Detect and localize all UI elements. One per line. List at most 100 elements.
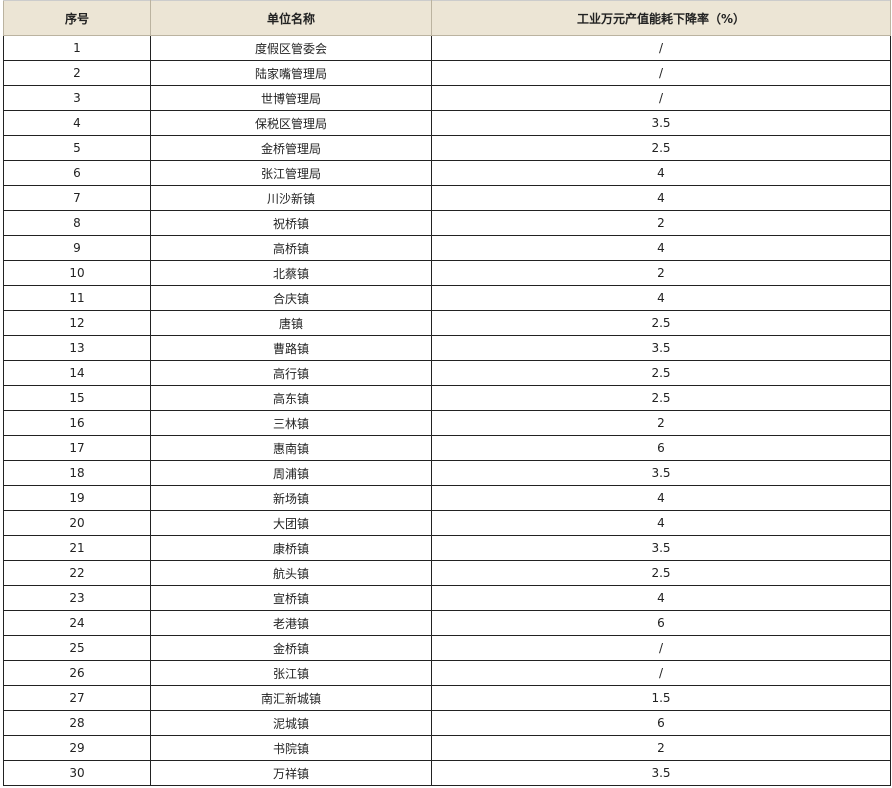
table-row: 30 万祥镇 3.5 xyxy=(3,760,891,786)
cell-reduction-rate: 3.5 xyxy=(431,460,891,486)
cell-unit-name: 宣桥镇 xyxy=(150,585,432,611)
cell-unit-name: 大团镇 xyxy=(150,510,432,536)
cell-reduction-rate: 2.5 xyxy=(431,360,891,386)
table-row: 21 康桥镇 3.5 xyxy=(3,535,891,561)
cell-index: 24 xyxy=(3,610,151,636)
cell-reduction-rate: 2.5 xyxy=(431,560,891,586)
cell-reduction-rate: 4 xyxy=(431,285,891,311)
header-reduction-rate: 工业万元产值能耗下降率（%） xyxy=(431,0,891,36)
cell-index: 13 xyxy=(3,335,151,361)
table-row: 7 川沙新镇 4 xyxy=(3,185,891,211)
cell-reduction-rate: 2.5 xyxy=(431,310,891,336)
cell-unit-name: 康桥镇 xyxy=(150,535,432,561)
cell-reduction-rate: 2 xyxy=(431,410,891,436)
cell-index: 6 xyxy=(3,160,151,186)
table-row: 18 周浦镇 3.5 xyxy=(3,460,891,486)
cell-reduction-rate: 6 xyxy=(431,710,891,736)
cell-index: 17 xyxy=(3,435,151,461)
cell-index: 18 xyxy=(3,460,151,486)
cell-reduction-rate: / xyxy=(431,60,891,86)
table-row: 25 金桥镇 / xyxy=(3,635,891,661)
cell-index: 3 xyxy=(3,85,151,111)
cell-index: 19 xyxy=(3,485,151,511)
cell-reduction-rate: 3.5 xyxy=(431,535,891,561)
cell-index: 8 xyxy=(3,210,151,236)
cell-unit-name: 惠南镇 xyxy=(150,435,432,461)
cell-reduction-rate: 4 xyxy=(431,235,891,261)
cell-index: 12 xyxy=(3,310,151,336)
table-row: 5 金桥管理局 2.5 xyxy=(3,135,891,161)
table-row: 29 书院镇 2 xyxy=(3,735,891,761)
cell-unit-name: 曹路镇 xyxy=(150,335,432,361)
cell-index: 21 xyxy=(3,535,151,561)
cell-index: 11 xyxy=(3,285,151,311)
header-row: 序号 单位名称 工业万元产值能耗下降率（%） xyxy=(3,0,891,36)
table-row: 9 高桥镇 4 xyxy=(3,235,891,261)
table-row: 8 祝桥镇 2 xyxy=(3,210,891,236)
table-row: 11 合庆镇 4 xyxy=(3,285,891,311)
cell-unit-name: 唐镇 xyxy=(150,310,432,336)
cell-index: 20 xyxy=(3,510,151,536)
cell-index: 28 xyxy=(3,710,151,736)
header-unit-name: 单位名称 xyxy=(150,0,432,36)
table-row: 14 高行镇 2.5 xyxy=(3,360,891,386)
cell-reduction-rate: 2.5 xyxy=(431,385,891,411)
cell-unit-name: 陆家嘴管理局 xyxy=(150,60,432,86)
cell-unit-name: 合庆镇 xyxy=(150,285,432,311)
cell-index: 27 xyxy=(3,685,151,711)
cell-index: 15 xyxy=(3,385,151,411)
cell-reduction-rate: 2.5 xyxy=(431,135,891,161)
cell-reduction-rate: 2 xyxy=(431,735,891,761)
cell-unit-name: 新场镇 xyxy=(150,485,432,511)
cell-unit-name: 万祥镇 xyxy=(150,760,432,786)
cell-index: 30 xyxy=(3,760,151,786)
cell-unit-name: 张江镇 xyxy=(150,660,432,686)
table-row: 19 新场镇 4 xyxy=(3,485,891,511)
cell-unit-name: 保税区管理局 xyxy=(150,110,432,136)
table-row: 2 陆家嘴管理局 / xyxy=(3,60,891,86)
cell-index: 5 xyxy=(3,135,151,161)
table-row: 24 老港镇 6 xyxy=(3,610,891,636)
cell-unit-name: 张江管理局 xyxy=(150,160,432,186)
cell-reduction-rate: 2 xyxy=(431,260,891,286)
cell-unit-name: 北蔡镇 xyxy=(150,260,432,286)
table-row: 27 南汇新城镇 1.5 xyxy=(3,685,891,711)
cell-reduction-rate: 3.5 xyxy=(431,760,891,786)
cell-reduction-rate: 4 xyxy=(431,485,891,511)
table-row: 26 张江镇 / xyxy=(3,660,891,686)
table-row: 1 度假区管委会 / xyxy=(3,35,891,61)
table-row: 17 惠南镇 6 xyxy=(3,435,891,461)
cell-index: 14 xyxy=(3,360,151,386)
cell-reduction-rate: 4 xyxy=(431,160,891,186)
cell-unit-name: 高东镇 xyxy=(150,385,432,411)
cell-index: 4 xyxy=(3,110,151,136)
cell-unit-name: 航头镇 xyxy=(150,560,432,586)
cell-unit-name: 川沙新镇 xyxy=(150,185,432,211)
cell-reduction-rate: 3.5 xyxy=(431,110,891,136)
table-row: 6 张江管理局 4 xyxy=(3,160,891,186)
cell-index: 26 xyxy=(3,660,151,686)
cell-reduction-rate: 4 xyxy=(431,510,891,536)
cell-reduction-rate: 2 xyxy=(431,210,891,236)
cell-index: 2 xyxy=(3,60,151,86)
table-row: 3 世博管理局 / xyxy=(3,85,891,111)
cell-unit-name: 金桥镇 xyxy=(150,635,432,661)
cell-unit-name: 老港镇 xyxy=(150,610,432,636)
cell-unit-name: 周浦镇 xyxy=(150,460,432,486)
cell-unit-name: 度假区管委会 xyxy=(150,35,432,61)
table-row: 22 航头镇 2.5 xyxy=(3,560,891,586)
cell-reduction-rate: / xyxy=(431,85,891,111)
cell-index: 29 xyxy=(3,735,151,761)
energy-reduction-table: 序号 单位名称 工业万元产值能耗下降率（%） 1 度假区管委会/2 陆家嘴管理局/3… xyxy=(3,0,891,786)
cell-reduction-rate: / xyxy=(431,635,891,661)
table-row: 16 三林镇 2 xyxy=(3,410,891,436)
table-row: 15 高东镇 2.5 xyxy=(3,385,891,411)
cell-reduction-rate: 4 xyxy=(431,585,891,611)
table-row: 12 唐镇 2.5 xyxy=(3,310,891,336)
cell-unit-name: 泥城镇 xyxy=(150,710,432,736)
cell-unit-name: 三林镇 xyxy=(150,410,432,436)
cell-index: 10 xyxy=(3,260,151,286)
cell-index: 22 xyxy=(3,560,151,586)
table-row: 4 保税区管理局 3.5 xyxy=(3,110,891,136)
cell-unit-name: 南汇新城镇 xyxy=(150,685,432,711)
